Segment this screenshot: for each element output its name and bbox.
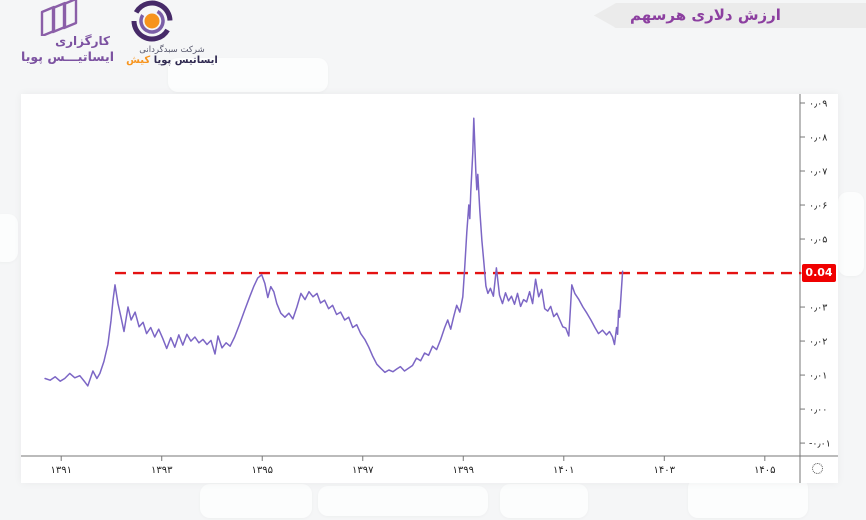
x-tick-label: ۱۳۹۵	[251, 465, 272, 476]
y-tick-label: ۰٫۰۷	[809, 167, 827, 178]
y-tick-label: ۰٫۰۹	[809, 99, 827, 110]
y-tick-label: ۰٫۰۳	[809, 303, 827, 314]
x-tick-label: ۱۴۰۳	[654, 465, 676, 476]
page-title: ارزش دلاری هرسهم	[630, 6, 781, 24]
price-line-series	[44, 117, 624, 387]
x-tick-label: ۱۳۹۷	[352, 465, 374, 476]
x-tick-label: ۱۴۰۵	[754, 465, 775, 476]
y-tick-label: ۰٫۰۶	[809, 201, 827, 212]
background-decor	[500, 484, 588, 518]
background-decor	[0, 214, 18, 262]
broker-name-line1: کارگزاری	[55, 34, 110, 48]
threshold-value-badge: 0.04	[802, 264, 836, 282]
y-tick-label: ۰٫۰۸	[809, 133, 827, 144]
y-tick-label: ۰٫۰۲	[809, 337, 827, 348]
background-decor	[318, 486, 488, 516]
y-tick-label: ۰٫۰۱	[809, 371, 827, 382]
company-name-line1: شرکت سبدگردانی	[139, 45, 205, 55]
background-decor	[200, 484, 312, 518]
x-tick-label: ۱۳۹۳	[151, 465, 173, 476]
swirl-ring-orange-dot-icon	[131, 0, 173, 42]
company-name-line2: ایساتیس پویا کیش	[112, 55, 232, 66]
chart-settings-gear-icon[interactable]	[812, 463, 823, 474]
broker-name-line2: ایساتیـــس پویا	[21, 49, 114, 64]
x-tick-label: ۱۳۹۹	[453, 465, 474, 476]
y-tick-label: ۰٫۰۰	[809, 405, 827, 416]
y-tick-label: -۰٫۰۱	[809, 439, 831, 450]
background-decor	[688, 478, 808, 518]
x-tick-label: ۱۳۹۱	[50, 465, 71, 476]
page-title-banner: ارزش دلاری هرسهم	[594, 3, 866, 28]
background-decor	[168, 58, 328, 92]
company-name-main: ایساتیس پویا	[153, 55, 218, 66]
chart-panel	[21, 94, 838, 483]
three-skewed-panes-icon	[40, 0, 78, 36]
x-tick-label: ۱۴۰۱	[553, 465, 574, 476]
company-name-accent: کیش	[126, 55, 151, 66]
y-tick-label: ۰٫۰۵	[809, 235, 827, 246]
background-decor	[838, 192, 864, 276]
